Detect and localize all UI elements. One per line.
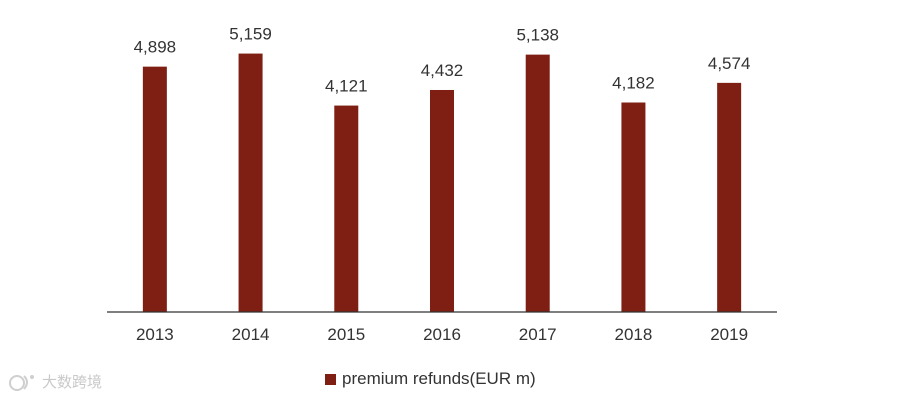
bar-2018: [621, 102, 646, 312]
value-labels-group: 4,898 5,159 4,121 4,432 5,138 4,182 4,574: [134, 25, 751, 96]
x-tick-2018: 2018: [615, 325, 653, 344]
x-tick-2015: 2015: [327, 325, 365, 344]
legend-swatch: [325, 373, 336, 385]
x-tick-2016: 2016: [423, 325, 461, 344]
value-label-2019: 4,574: [708, 54, 751, 73]
value-label-2013: 4,898: [134, 38, 177, 57]
x-tick-labels-group: 2013 2014 2015 2016 2017 2018 2019: [136, 325, 748, 344]
legend-label: premium refunds(EUR m): [342, 369, 536, 388]
x-tick-2014: 2014: [232, 325, 270, 344]
bar-2017: [525, 54, 550, 312]
bar-2019: [717, 82, 742, 312]
watermark: 大数跨境: [8, 371, 102, 392]
watermark-text: 大数跨境: [42, 374, 103, 391]
bars-group: [142, 53, 742, 313]
x-tick-2013: 2013: [136, 325, 174, 344]
value-label-2014: 5,159: [229, 25, 272, 44]
value-label-2016: 4,432: [421, 61, 464, 80]
bar-2013: [142, 66, 167, 312]
watermark-logo-icon: [9, 374, 34, 391]
value-label-2015: 4,121: [325, 77, 368, 96]
x-tick-2017: 2017: [519, 325, 557, 344]
bar-2014: [238, 53, 263, 313]
x-tick-2019: 2019: [710, 325, 748, 344]
bar-2015: [334, 105, 359, 313]
legend: premium refunds(EUR m): [325, 369, 536, 389]
value-label-2017: 5,138: [516, 26, 559, 45]
value-label-2018: 4,182: [612, 74, 655, 93]
bar-2016: [430, 89, 454, 312]
